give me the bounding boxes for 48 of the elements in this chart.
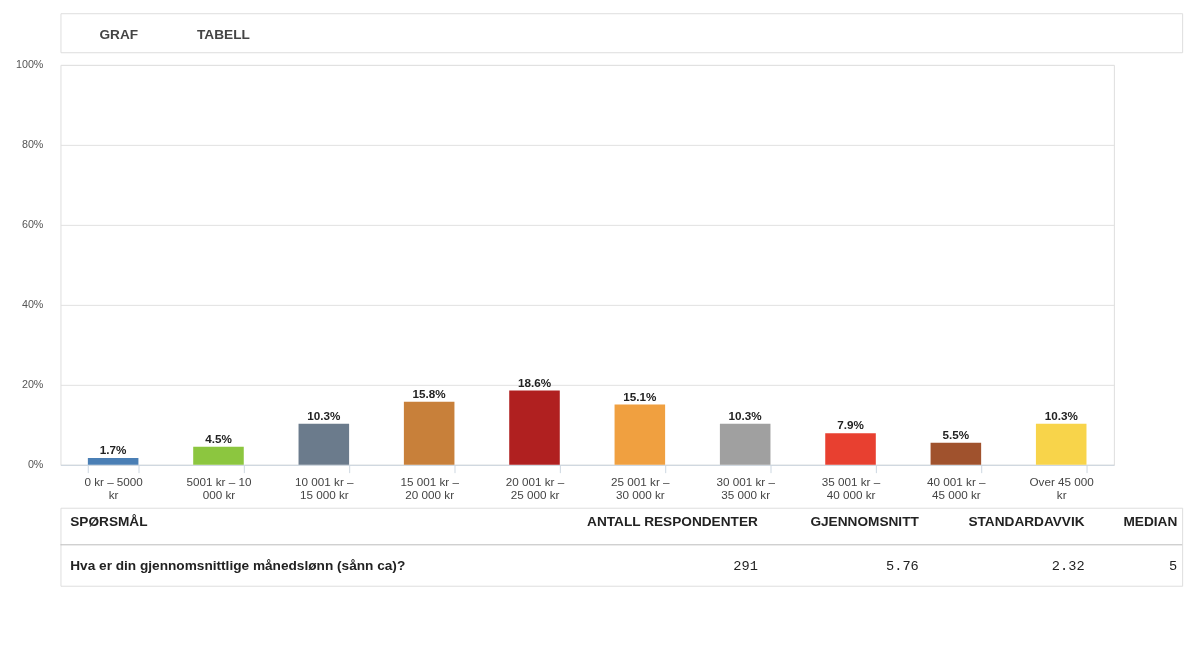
text: STANDARDAVVIK (968, 514, 1085, 530)
text: MEDIAN (1123, 514, 1178, 530)
y-tick-label: 0% (27, 458, 44, 471)
x-tick-label: 15 001 kr – 20 000 kr (400, 474, 460, 502)
text: Hva er din gjennomsnittlige månedslønn (sånn ca)? (70, 558, 406, 574)
bar (614, 404, 666, 465)
x-tick-label: 0 kr – 5000 kr (84, 474, 144, 502)
x-tick-label: 35 001 kr – 40 000 kr (821, 474, 881, 502)
x-tick-label: 5001 kr – 10 000 kr (186, 474, 252, 502)
data-label: 15.1% (623, 389, 658, 403)
text: 2.32 (1051, 559, 1085, 575)
bar (930, 442, 982, 465)
x-tick-label: 40 001 kr – 45 000 kr (927, 474, 987, 502)
text: GJENNOMSNITT (810, 514, 920, 530)
x-tick-label: 25 001 kr – 30 000 kr (611, 474, 671, 502)
data-label: 7.9% (837, 418, 865, 432)
bar (825, 433, 876, 465)
bar (403, 401, 455, 465)
data-label: 5.5% (942, 427, 970, 441)
bar (87, 458, 139, 465)
text: 5 (1169, 559, 1178, 575)
text: 5.76 (886, 559, 919, 575)
y-tick-label: 80% (21, 138, 44, 151)
bar (509, 390, 560, 465)
data-label: 15.8% (412, 386, 447, 400)
y-tick-label: 60% (21, 218, 44, 231)
data-label: 10.3% (728, 408, 763, 422)
text: GRAF (99, 26, 139, 42)
x-tick-label: 30 001 kr – 35 000 kr (716, 474, 776, 502)
bar (193, 446, 244, 465)
data-label: 1.7% (99, 443, 128, 457)
data-label: 10.3% (1044, 408, 1079, 422)
bar (1035, 423, 1087, 465)
data-label: 4.5% (205, 431, 233, 445)
bar (719, 423, 771, 465)
y-tick-label: 20% (21, 378, 44, 391)
x-tick-label: 10 001 kr – 15 000 kr (295, 474, 355, 502)
x-tick-label: 20 001 kr – 25 000 kr (505, 474, 565, 502)
y-tick-label: 100% (15, 58, 44, 71)
text: TABELL (197, 26, 250, 42)
text: ANTALL RESPONDENTER (587, 514, 758, 530)
x-tick-label: Over 45 000 kr (1029, 474, 1095, 502)
data-label: 10.3% (307, 408, 341, 422)
text: SPØRSMÅL (70, 514, 148, 530)
data-label: 18.6% (517, 375, 552, 389)
bar (298, 423, 350, 465)
text: 291 (733, 559, 758, 575)
y-tick-label: 40% (21, 298, 44, 311)
